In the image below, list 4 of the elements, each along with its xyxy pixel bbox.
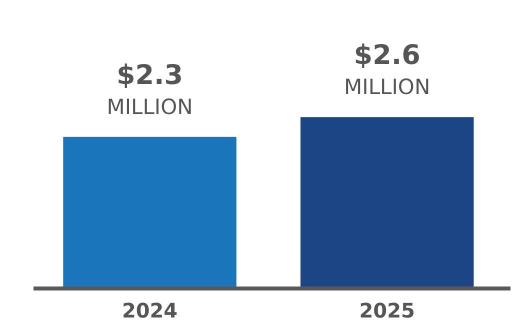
x-tick-label: 2025	[359, 298, 415, 322]
data-label: $2.6 MILLION	[344, 40, 430, 100]
data-label: $2.3 MILLION	[106, 60, 193, 119]
x-tick-label: 2024	[122, 298, 178, 322]
